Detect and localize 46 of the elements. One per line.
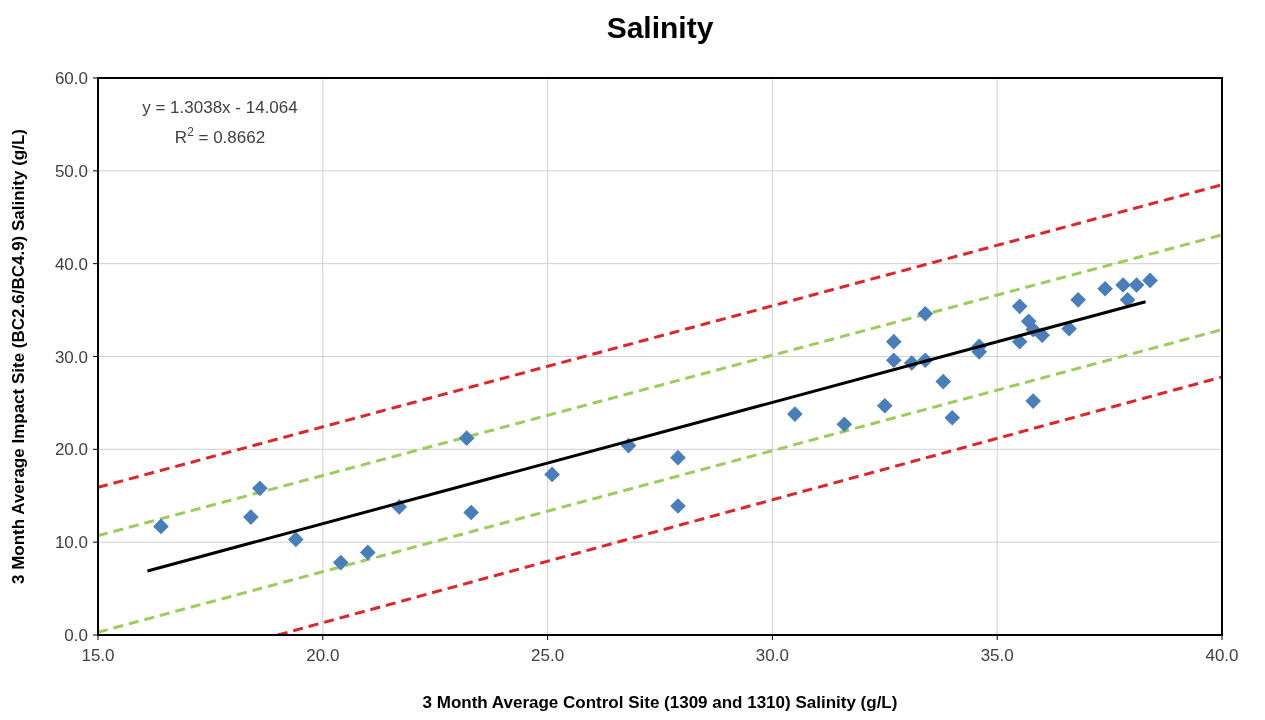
point xyxy=(1119,292,1136,308)
x-tick-label: 40.0 xyxy=(1205,646,1239,665)
point xyxy=(1061,320,1077,337)
y-tick-label: 30.0 xyxy=(54,347,88,367)
annotation: y = 1.3038x - 14.064 xyxy=(142,98,298,117)
point xyxy=(876,397,893,414)
point xyxy=(1025,393,1041,409)
annotation: R$^{2}$ = 0.8662 xyxy=(174,125,266,147)
point xyxy=(252,480,268,497)
point xyxy=(458,430,475,447)
y-tick-label: 50.0 xyxy=(54,161,88,181)
y-axis-title: 3 Month Average Impact Site (BC2.6/BC4.9) Salinity (g/L) xyxy=(9,129,28,584)
point xyxy=(544,466,560,483)
point xyxy=(1128,277,1145,293)
point xyxy=(1070,292,1086,308)
point xyxy=(288,531,304,548)
point xyxy=(885,333,902,350)
point xyxy=(359,544,376,561)
point xyxy=(1142,272,1158,289)
point xyxy=(787,406,803,422)
x-tick-label: 30.0 xyxy=(755,646,789,665)
x-tick-label: 20.0 xyxy=(306,646,340,665)
point xyxy=(885,352,902,369)
point xyxy=(1011,298,1028,315)
x-tick-label: 35.0 xyxy=(980,646,1014,665)
point xyxy=(917,305,934,322)
point xyxy=(243,509,259,525)
point xyxy=(332,554,349,571)
point xyxy=(670,498,686,514)
y-tick-label: 40.0 xyxy=(54,254,88,274)
point xyxy=(463,504,479,521)
point xyxy=(670,449,686,466)
point xyxy=(153,518,169,535)
chart-title: Salinity xyxy=(606,11,714,44)
y-tick-label: 60.0 xyxy=(54,69,88,88)
point xyxy=(836,416,853,433)
point xyxy=(1097,280,1113,297)
point xyxy=(944,409,961,426)
point xyxy=(935,373,952,390)
y-tick-label: 10.0 xyxy=(54,533,88,553)
x-axis-title: 3 Month Average Control Site (1309 and 1310) Salinity (g/L) xyxy=(422,693,898,712)
x-tick-label: 15.0 xyxy=(81,646,115,665)
point xyxy=(1115,277,1131,293)
x-tick-label: 25.0 xyxy=(531,646,565,665)
y-tick-label: 20.0 xyxy=(54,440,88,460)
y-tick-label: 0.0 xyxy=(64,626,88,645)
